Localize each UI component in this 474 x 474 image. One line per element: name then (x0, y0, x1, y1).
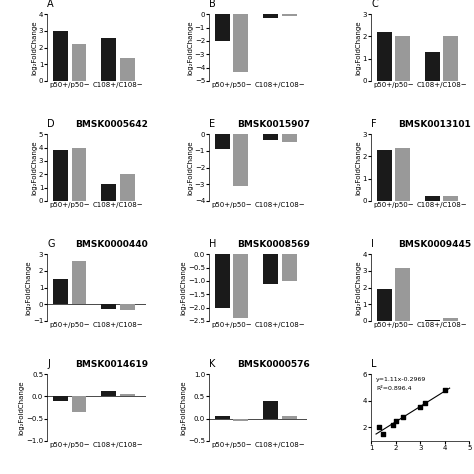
Point (392, 417, 400, 425)
Bar (233, 254, 248, 318)
Point (375, 424, 383, 431)
Point (390, 421, 397, 428)
Text: K: K (210, 359, 216, 369)
Text: B: B (210, 0, 216, 9)
Point (417, 404, 424, 411)
Bar (233, 134, 248, 186)
Y-axis label: log₂FoldChange: log₂FoldChange (187, 20, 193, 75)
Bar (444, 318, 458, 321)
Bar (282, 14, 297, 16)
Bar (395, 267, 410, 321)
Point (441, 386, 448, 394)
Point (399, 413, 407, 420)
Bar (377, 150, 392, 201)
Bar (425, 52, 440, 81)
Bar (101, 304, 117, 309)
Text: BMSK0000440: BMSK0000440 (75, 240, 147, 249)
Text: BMSK0000576: BMSK0000576 (237, 360, 310, 369)
Text: R²=0.896.4: R²=0.896.4 (376, 386, 412, 391)
Text: A: A (47, 0, 54, 9)
Bar (395, 147, 410, 201)
Y-axis label: log₂FoldChange: log₂FoldChange (181, 380, 187, 435)
Y-axis label: log₂FoldChange: log₂FoldChange (187, 140, 193, 195)
Y-axis label: log₂FoldChange: log₂FoldChange (355, 140, 361, 195)
Bar (101, 37, 117, 81)
Y-axis label: log₂FoldChange: log₂FoldChange (355, 20, 361, 75)
Bar (101, 183, 117, 201)
Text: H: H (210, 239, 217, 249)
Bar (120, 394, 135, 396)
Bar (425, 320, 440, 321)
Text: J: J (47, 359, 50, 369)
Bar (264, 14, 278, 18)
Bar (53, 150, 68, 201)
Text: y=1.11x-0.2969: y=1.11x-0.2969 (376, 377, 427, 383)
Bar (377, 289, 392, 321)
Bar (264, 401, 278, 419)
Text: L: L (371, 359, 377, 369)
Bar (53, 279, 68, 304)
Bar (215, 134, 230, 149)
Bar (120, 57, 135, 81)
Bar (282, 134, 297, 142)
Bar (444, 196, 458, 201)
Bar (282, 416, 297, 419)
Bar (444, 36, 458, 81)
Bar (215, 254, 230, 308)
Bar (120, 174, 135, 201)
Y-axis label: log₂FoldChange: log₂FoldChange (31, 20, 37, 75)
Text: BMSK0005642: BMSK0005642 (75, 120, 148, 129)
Y-axis label: log₂FoldChange: log₂FoldChange (18, 380, 25, 435)
Text: BMSK0009445: BMSK0009445 (399, 240, 472, 249)
Bar (264, 134, 278, 140)
Text: BMSK0013101: BMSK0013101 (399, 120, 471, 129)
Text: D: D (47, 119, 55, 129)
Text: C: C (371, 0, 378, 9)
Y-axis label: log₂FoldChange: log₂FoldChange (26, 260, 31, 315)
Bar (215, 14, 230, 41)
Y-axis label: log₂FoldChange: log₂FoldChange (355, 260, 361, 315)
Bar (72, 396, 86, 412)
Bar (120, 304, 135, 310)
Bar (395, 36, 410, 81)
Bar (72, 261, 86, 304)
Bar (215, 416, 230, 419)
Bar (72, 44, 86, 81)
Bar (101, 391, 117, 396)
Bar (53, 396, 68, 401)
Bar (53, 31, 68, 81)
Bar (233, 419, 248, 421)
Text: BMSK0008569: BMSK0008569 (237, 240, 310, 249)
Bar (264, 254, 278, 283)
Text: BMSK0015907: BMSK0015907 (237, 120, 310, 129)
Text: G: G (47, 239, 55, 249)
Bar (233, 14, 248, 72)
Bar (72, 147, 86, 201)
Text: E: E (210, 119, 215, 129)
Point (380, 430, 387, 438)
Bar (425, 196, 440, 201)
Y-axis label: log₂FoldChange: log₂FoldChange (181, 260, 187, 315)
Bar (282, 254, 297, 281)
Text: I: I (371, 239, 374, 249)
Point (421, 400, 429, 407)
Text: BMSK0014619: BMSK0014619 (75, 360, 148, 369)
Bar (377, 32, 392, 81)
Text: F: F (371, 119, 377, 129)
Y-axis label: log₂FoldChange: log₂FoldChange (31, 140, 37, 195)
